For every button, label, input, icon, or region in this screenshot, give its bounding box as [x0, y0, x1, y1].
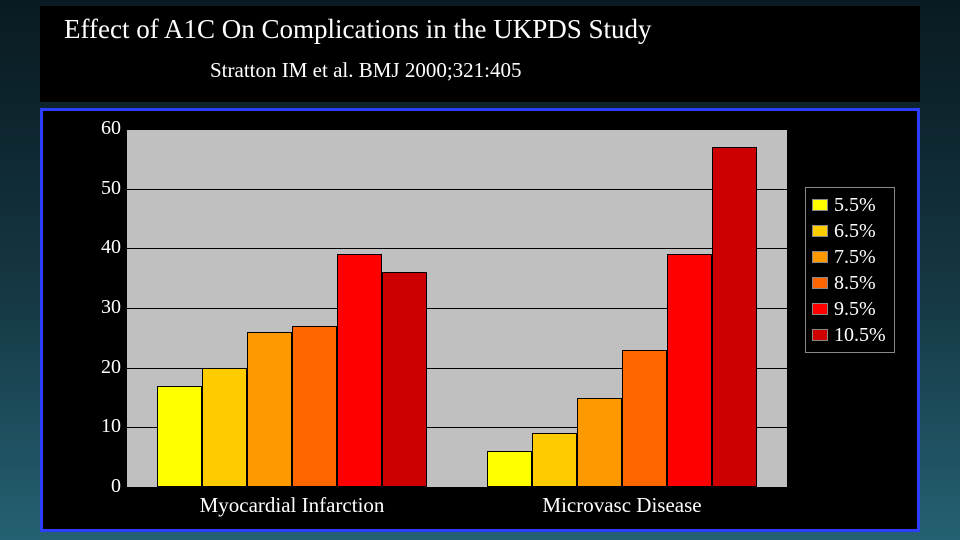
chart-legend: 5.5% 6.5% 7.5% 8.5% 9.5% 10.5% [805, 187, 895, 353]
legend-item: 5.5% [812, 192, 886, 218]
gridline [127, 129, 787, 130]
gridline [127, 189, 787, 190]
y-tick-label: 0 [83, 475, 121, 498]
bar [577, 398, 622, 488]
legend-label: 7.5% [834, 247, 876, 267]
legend-swatch [812, 199, 828, 211]
category-label: Myocardial Infarction [127, 493, 457, 518]
bar [382, 272, 427, 487]
legend-swatch [812, 329, 828, 341]
y-tick-label: 60 [83, 117, 121, 140]
slide-subtitle: Stratton IM et al. BMJ 2000;321:405 [210, 58, 522, 83]
legend-swatch [812, 225, 828, 237]
bar [487, 451, 532, 487]
bar [622, 350, 667, 487]
legend-swatch [812, 303, 828, 315]
legend-label: 9.5% [834, 299, 876, 319]
bar [202, 368, 247, 487]
legend-label: 10.5% [834, 325, 886, 345]
legend-label: 6.5% [834, 221, 876, 241]
bar [667, 254, 712, 487]
legend-swatch [812, 277, 828, 289]
legend-item: 9.5% [812, 296, 886, 322]
bar [157, 386, 202, 487]
legend-swatch [812, 251, 828, 263]
y-tick-label: 20 [83, 356, 121, 379]
bar [337, 254, 382, 487]
gridline [127, 487, 787, 488]
bar [712, 147, 757, 487]
legend-item: 6.5% [812, 218, 886, 244]
legend-item: 10.5% [812, 322, 886, 348]
bar [292, 326, 337, 487]
slide-title: Effect of A1C On Complications in the UK… [64, 14, 652, 45]
legend-item: 7.5% [812, 244, 886, 270]
legend-label: 8.5% [834, 273, 876, 293]
slide-header: Effect of A1C On Complications in the UK… [40, 6, 920, 102]
y-tick-label: 10 [83, 415, 121, 438]
y-tick-label: 50 [83, 177, 121, 200]
chart-plot-area: 0102030405060Myocardial InfarctionMicrov… [127, 129, 787, 487]
legend-label: 5.5% [834, 195, 876, 215]
y-tick-label: 30 [83, 296, 121, 319]
chart-container: 0 10 20 30 40 50 60 Myocardial InfarctionMicrov… [40, 108, 920, 532]
bar [247, 332, 292, 487]
y-tick-label: 40 [83, 236, 121, 259]
gridline [127, 248, 787, 249]
legend-item: 8.5% [812, 270, 886, 296]
bar [532, 433, 577, 487]
category-label: Microvasc Disease [457, 493, 787, 518]
